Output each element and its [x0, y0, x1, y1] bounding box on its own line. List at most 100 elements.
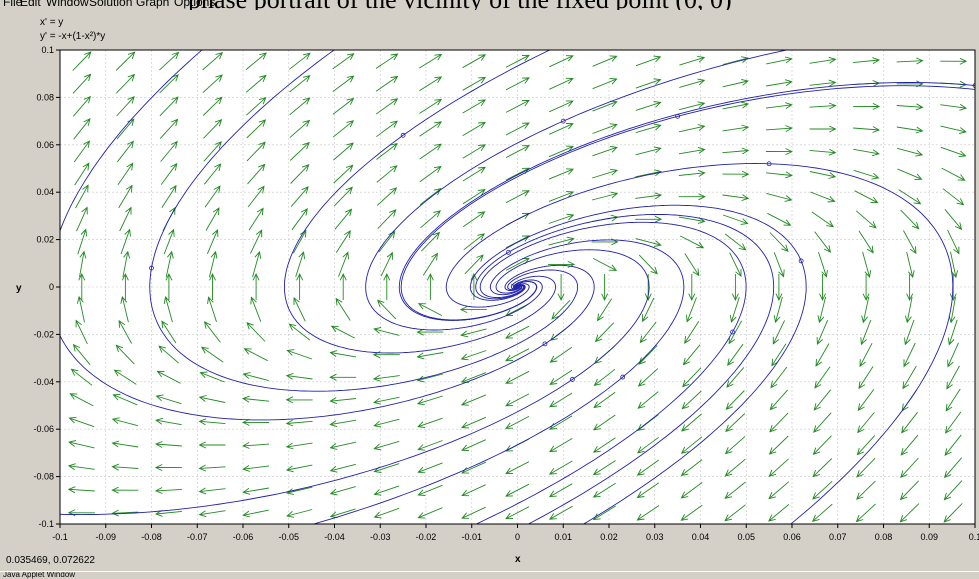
field-arrow: [505, 54, 530, 68]
trajectory-seed-point: [400, 132, 406, 138]
trajectory-curve: [312, 239, 685, 524]
x-tick-label: -0.05: [278, 532, 299, 542]
field-arrow: [679, 78, 706, 88]
field-arrow: [549, 438, 573, 453]
field-arrow: [722, 214, 749, 225]
field-arrow: [809, 125, 837, 133]
field-arrow: [420, 210, 441, 229]
field-arrow: [899, 480, 920, 501]
field-arrow: [856, 457, 876, 478]
field-arrow: [209, 272, 216, 300]
trajectory-curve: [283, 50, 556, 354]
menu-file[interactable]: File: [3, 0, 23, 9]
menu-edit[interactable]: Edit: [20, 0, 41, 9]
field-arrow: [549, 392, 573, 408]
field-arrow: [419, 53, 443, 69]
field-arrow: [245, 74, 267, 93]
field-arrow: [198, 395, 226, 403]
field-arrow: [898, 189, 922, 205]
field-arrow: [635, 238, 662, 247]
field-arrow: [769, 412, 789, 433]
field-arrow: [247, 163, 266, 185]
field-arrow: [154, 487, 182, 494]
field-arrow: [329, 373, 357, 381]
field-arrow: [731, 274, 739, 302]
field-arrow: [373, 327, 400, 336]
field-arrow: [769, 232, 789, 252]
equation-y: y' = -x+(1-x²)*y: [40, 31, 106, 42]
field-arrow: [67, 463, 95, 471]
field-arrow: [461, 506, 486, 519]
trajectory-curve: [445, 163, 954, 524]
menu-solution[interactable]: Solution: [89, 0, 133, 9]
menu-options[interactable]: Options: [174, 0, 216, 9]
x-tick-label: -0.08: [141, 532, 162, 542]
field-arrow: [115, 73, 136, 94]
field-arrow: [208, 250, 218, 278]
field-arrow: [419, 165, 442, 183]
field-arrow: [856, 480, 876, 500]
y-tick-label: -0.08: [33, 472, 54, 482]
field-arrow: [941, 167, 966, 181]
field-arrow: [375, 98, 399, 115]
field-arrow: [601, 274, 609, 302]
field-arrow: [376, 120, 399, 138]
field-arrow: [816, 320, 829, 346]
field-arrow: [199, 371, 225, 383]
field-arrow: [165, 272, 173, 300]
menu-window[interactable]: Window: [46, 0, 89, 9]
field-arrow: [765, 171, 793, 179]
field-arrow: [70, 368, 93, 386]
field-arrow: [154, 464, 182, 472]
x-tick-label: 0.06: [783, 532, 801, 542]
field-arrow: [899, 503, 920, 523]
x-tick-label: -0.01: [461, 532, 482, 542]
field-arrow: [155, 394, 182, 405]
field-arrow: [948, 296, 956, 324]
field-arrow: [549, 55, 574, 68]
field-arrow: [855, 210, 877, 229]
menu-graph[interactable]: Graph: [136, 0, 170, 9]
field-arrow: [635, 215, 663, 223]
field-arrow: [285, 419, 313, 427]
field-arrow: [460, 328, 487, 338]
field-arrow: [416, 395, 443, 406]
field-arrow: [419, 188, 442, 206]
field-arrow: [118, 184, 133, 209]
trajectory-seed-point: [798, 258, 804, 264]
field-arrow: [205, 207, 220, 231]
field-arrow: [296, 272, 304, 300]
y-tick-label: 0.06: [36, 140, 54, 150]
field-arrow: [291, 207, 308, 231]
field-arrow: [853, 148, 880, 157]
x-axis-title: x: [515, 554, 521, 565]
field-arrow: [724, 233, 747, 251]
field-arrow: [203, 141, 222, 162]
field-arrow: [597, 298, 613, 322]
field-arrow: [505, 483, 530, 497]
field-arrow: [115, 51, 136, 71]
field-arrow: [462, 189, 486, 205]
field-arrow: [289, 52, 311, 70]
field-arrow: [246, 141, 266, 162]
field-arrow: [459, 306, 487, 314]
field-arrow: [814, 231, 832, 254]
field-arrow: [684, 320, 700, 344]
field-arrow: [332, 97, 355, 115]
field-arrow: [373, 440, 400, 451]
field-arrow: [242, 442, 270, 449]
field-arrow: [593, 414, 616, 431]
field-arrow: [330, 325, 356, 339]
equation-x: x' = y: [40, 17, 64, 28]
field-arrow: [766, 56, 793, 65]
field-arrow: [592, 168, 619, 179]
field-arrow: [464, 254, 484, 275]
field-arrow: [290, 164, 310, 184]
field-arrow: [768, 481, 790, 500]
field-arrow: [417, 462, 443, 474]
field-arrow: [548, 460, 573, 475]
field-arrow: [417, 507, 443, 519]
field-arrow: [678, 146, 706, 155]
